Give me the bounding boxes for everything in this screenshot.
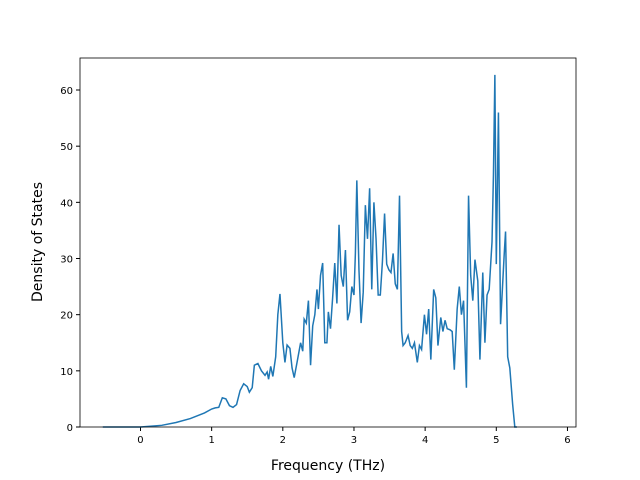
x-tick-label: 5 [493, 435, 499, 446]
y-tick-label: 0 [67, 423, 73, 434]
x-tick-label: 2 [280, 435, 286, 446]
line-series [102, 74, 517, 428]
y-tick-label: 60 [60, 86, 73, 97]
axes-frame [79, 57, 577, 428]
y-tick-label: 10 [60, 367, 73, 378]
y-tick-label: 20 [60, 311, 73, 322]
y-tick-label: 50 [60, 142, 73, 153]
y-tick-label: 40 [60, 198, 73, 209]
x-tick-label: 4 [422, 435, 428, 446]
y-axis-label: Density of States [30, 182, 46, 302]
x-tick-label: 1 [208, 435, 214, 446]
x-tick-label: 6 [564, 435, 570, 446]
y-tick-label: 30 [60, 255, 73, 266]
x-axis-label: Frequency (THz) [271, 458, 385, 474]
x-tick-label: 0 [137, 435, 143, 446]
x-tick-label: 3 [351, 435, 357, 446]
